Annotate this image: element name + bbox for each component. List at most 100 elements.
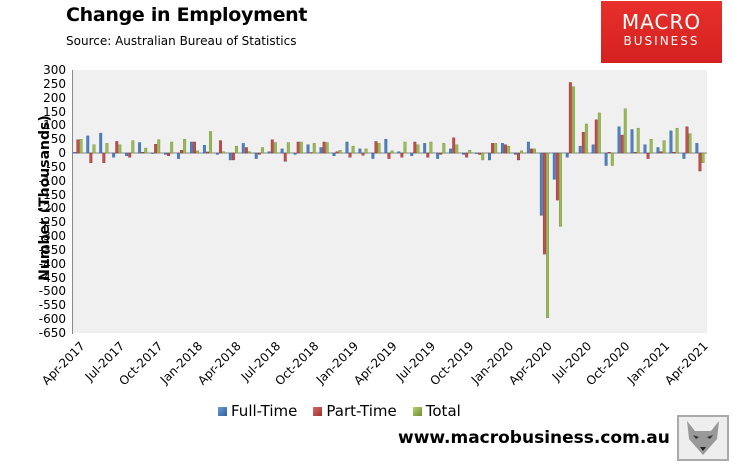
bar-total (649, 139, 653, 154)
bar-part-time (180, 150, 183, 154)
bar-part-time (594, 119, 598, 154)
legend-item-part-time: Part-Time (313, 402, 397, 420)
chart-subtitle: Source: Australian Bureau of Statistics (66, 34, 297, 48)
bar-part-time (374, 141, 378, 154)
bar-full-time (669, 130, 673, 154)
bar-part-time (387, 152, 391, 159)
bar-total (92, 144, 96, 154)
bar-full-time (254, 152, 258, 159)
y-tick-label: 50 (50, 132, 66, 147)
y-tick-label: 200 (43, 90, 66, 105)
bar-total (338, 150, 342, 154)
bar-total (131, 140, 135, 154)
bar-part-time (400, 152, 404, 158)
bar-full-time (682, 152, 686, 159)
bar-part-time (607, 152, 611, 154)
bar-total (299, 141, 303, 154)
bar-full-time (358, 148, 362, 154)
bar-full-time (151, 152, 154, 154)
bar-part-time (504, 144, 507, 154)
y-axis-line (72, 70, 73, 334)
bar-part-time (322, 141, 326, 154)
bar-total (118, 144, 122, 154)
bar-full-time (410, 152, 414, 157)
bar-total (662, 140, 666, 154)
bar-full-time (539, 152, 543, 216)
bar-total (286, 142, 290, 154)
y-tick-label: -150 (38, 187, 66, 202)
y-tick-label: -200 (38, 201, 66, 216)
bar-part-time (452, 137, 456, 154)
bar-full-time (319, 147, 323, 154)
legend: Full-Time Part-Time Total (218, 402, 461, 420)
bar-total (235, 145, 238, 154)
bar-part-time (154, 143, 158, 154)
macrobusiness-logo[interactable]: MACRO BUSINESS (601, 1, 722, 63)
bar-part-time (128, 152, 132, 158)
bar-part-time (685, 126, 689, 154)
bar-total (105, 143, 109, 154)
bar-full-time (436, 152, 440, 159)
bar-total (571, 86, 575, 154)
bar-full-time (86, 135, 90, 154)
y-tick-label: -600 (38, 312, 66, 327)
y-tick-label: 250 (43, 76, 66, 91)
bar-total (688, 133, 692, 154)
bar-total (260, 147, 264, 154)
bar-full-time (99, 132, 103, 154)
part-time-swatch (313, 406, 323, 416)
bar-full-time (73, 152, 77, 154)
bar-part-time (439, 152, 443, 155)
bar-total (455, 144, 459, 154)
bar-part-time (141, 152, 145, 154)
y-tick-label: -50 (46, 159, 66, 174)
bar-part-time (672, 152, 676, 154)
legend-item-total: Total (412, 402, 461, 420)
bar-part-time (167, 152, 171, 157)
bar-part-time (581, 132, 585, 154)
bar-full-time (578, 145, 582, 154)
bar-total (196, 150, 200, 154)
bar-total (623, 108, 627, 154)
bar-part-time (335, 151, 339, 154)
bar-full-time (475, 152, 478, 154)
bar-total (546, 152, 549, 318)
bar-part-time (698, 152, 702, 172)
bar-full-time (164, 152, 167, 155)
legend-item-full-time: Full-Time (218, 402, 297, 420)
y-tick-label: 100 (43, 118, 66, 133)
website-url[interactable]: www.macrobusiness.com.au (398, 428, 670, 448)
bar-total (390, 150, 394, 154)
bar-part-time (244, 147, 248, 154)
bar-full-time (604, 152, 608, 166)
bar-total (636, 127, 640, 154)
bar-part-time (89, 152, 93, 163)
plot-area (72, 70, 707, 333)
bar-full-time (552, 152, 556, 180)
chart-title: Change in Employment (66, 4, 308, 26)
bar-part-time (115, 141, 119, 154)
bar-full-time (189, 141, 193, 154)
bar-part-time (646, 152, 650, 159)
y-tick-label: -350 (38, 242, 66, 257)
bar-total (675, 127, 679, 154)
y-tick-label: -500 (38, 284, 66, 299)
bar-total (403, 141, 407, 154)
bar-total (183, 139, 187, 154)
bar-total (520, 150, 524, 154)
bar-full-time (215, 152, 219, 155)
bar-full-time (371, 152, 375, 159)
bar-full-time (202, 145, 206, 154)
bar-full-time (565, 152, 569, 158)
full-time-swatch (218, 406, 227, 416)
bar-total (209, 131, 213, 154)
bar-part-time (542, 152, 546, 255)
bar-full-time (501, 143, 504, 154)
bar-total (170, 141, 174, 154)
bar-total (377, 143, 381, 154)
bar-total (222, 151, 225, 154)
bar-full-time (332, 152, 336, 157)
logo-line1: MACRO (621, 10, 702, 34)
y-tick-label: -250 (38, 215, 66, 230)
bar-full-time (695, 143, 699, 154)
